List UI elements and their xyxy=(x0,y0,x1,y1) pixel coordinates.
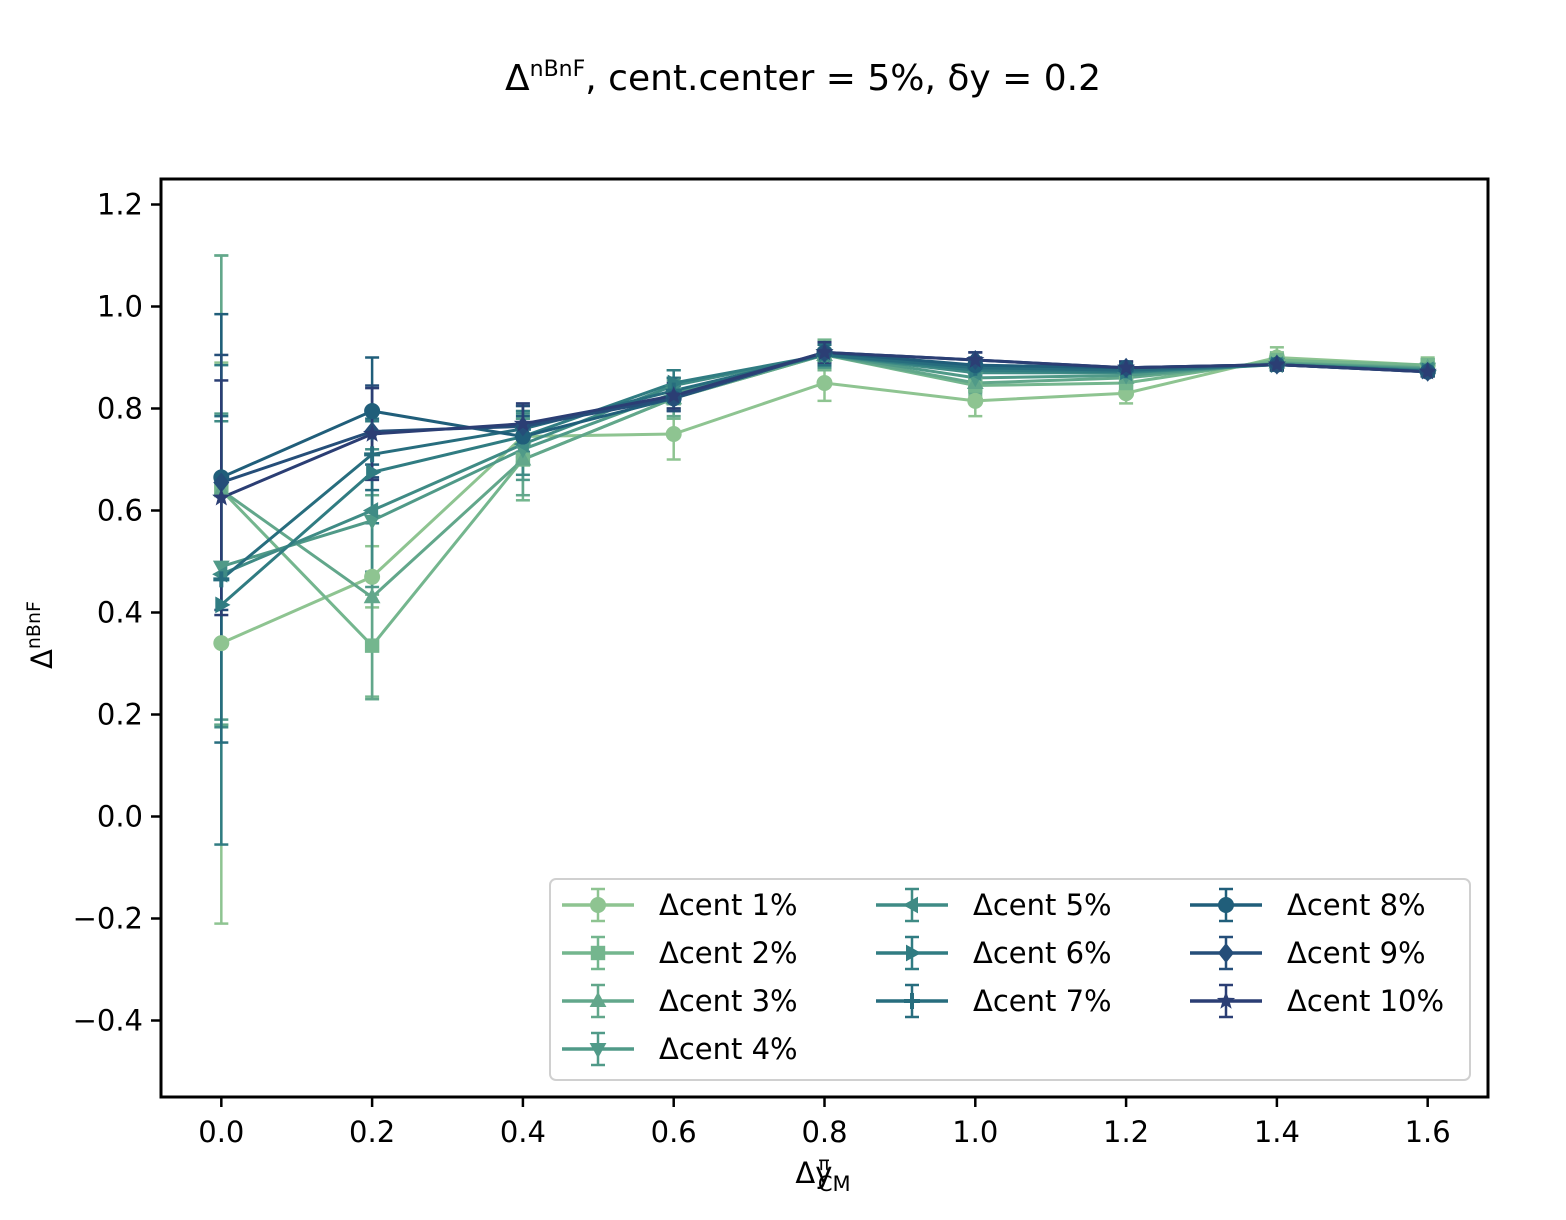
x-tick-label: 0.8 xyxy=(801,1115,847,1149)
data-point-marker xyxy=(213,635,230,652)
y-axis-label: ΔnBnF xyxy=(23,601,59,669)
y-tick-label: 0.8 xyxy=(97,392,143,426)
x-axis-label-subscript: CM xyxy=(818,1172,851,1196)
x-axis: 0.0 0.2 0.4 0.6 0.8 1.0 1.2 1.4 1.6 xyxy=(198,1097,1451,1149)
legend: Δcent 1% Δcent 2% Δcent 3% Δcent 4% Δcent 5%… xyxy=(549,878,1471,1081)
y-tick-label: 1.0 xyxy=(97,290,143,324)
data-point-marker xyxy=(364,568,381,585)
x-tick-label: 1.4 xyxy=(1254,1115,1300,1149)
legend-marker xyxy=(902,896,918,914)
y-axis: −0.4 −0.2 0.0 0.2 0.4 0.6 0.8 1.0 1.2 xyxy=(73,188,161,1038)
data-point-marker xyxy=(816,375,833,391)
data-point-marker xyxy=(513,414,533,432)
legend-entry: Δcent 4% xyxy=(562,1031,798,1067)
data-point-marker xyxy=(665,426,682,442)
legend-label: Δcent 8% xyxy=(1287,888,1426,922)
legend-label: Δcent 3% xyxy=(659,984,798,1018)
x-tick-label: 0.0 xyxy=(198,1115,244,1149)
markers-layer xyxy=(212,342,1437,653)
legend-entry: Δcent 10% xyxy=(1190,983,1444,1019)
legend-entry: Δcent 1% xyxy=(562,887,798,923)
data-point-marker xyxy=(362,502,379,519)
legend-marker xyxy=(589,991,607,1007)
y-tick-label: 1.2 xyxy=(97,188,143,222)
y-tick-label: 0.6 xyxy=(97,494,143,528)
title-rest: , cent.center = 5%, δy = 0.2 xyxy=(585,58,1101,99)
legend-entry: Δcent 6% xyxy=(876,935,1112,971)
x-axis-label-superscript: π xyxy=(818,1153,829,1175)
data-point-marker xyxy=(364,446,381,463)
y-tick-label: −0.4 xyxy=(73,1004,143,1038)
data-point-marker xyxy=(1267,355,1287,373)
legend-label: Δcent 1% xyxy=(659,888,798,922)
legend-label: Δcent 10% xyxy=(1287,984,1444,1018)
legend-label: Δcent 2% xyxy=(659,936,798,970)
data-point-marker xyxy=(364,403,381,420)
x-tick-label: 0.6 xyxy=(651,1115,697,1149)
legend-marker xyxy=(590,897,606,913)
data-point-marker xyxy=(366,463,382,481)
data-point-marker xyxy=(514,428,531,445)
y-tick-label: 0.2 xyxy=(97,698,143,732)
legend-marker xyxy=(1216,991,1236,1009)
legend-label: Δcent 6% xyxy=(973,936,1112,970)
data-point-marker xyxy=(1116,358,1136,376)
legend-entry: Δcent 2% xyxy=(562,935,798,971)
y-tick-label: 0.0 xyxy=(97,800,143,834)
y-axis-label-superscript: nBnF xyxy=(23,601,45,649)
data-point-marker xyxy=(664,386,683,404)
title-prefix: Δ xyxy=(505,58,530,99)
legend-entry: Δcent 9% xyxy=(1190,935,1426,971)
legend-entries: Δcent 1% Δcent 2% Δcent 3% Δcent 4% Δcent 5%… xyxy=(562,887,1444,1067)
x-tick-label: 0.2 xyxy=(349,1115,395,1149)
legend-entry: Δcent 8% xyxy=(1190,887,1426,923)
x-tick-label: 1.2 xyxy=(1103,1115,1149,1149)
data-point-marker xyxy=(815,342,834,361)
x-axis-label-main: Δy xyxy=(795,1156,832,1190)
legend-marker xyxy=(590,945,606,961)
x-tick-label: 1.6 xyxy=(1405,1115,1451,1149)
x-axis-label: Δyπ CM xyxy=(795,1153,850,1196)
data-point-marker xyxy=(363,514,381,530)
chart-title: ΔnBnF, cent.center = 5%, δy = 0.2 xyxy=(505,57,1101,99)
y-tick-label: 0.4 xyxy=(97,596,143,630)
legend-marker xyxy=(1218,897,1234,913)
data-point-marker xyxy=(215,596,231,614)
data-point-marker xyxy=(213,571,230,588)
legend-label: Δcent 4% xyxy=(659,1032,798,1066)
x-tick-label: 1.0 xyxy=(952,1115,998,1149)
legend-marker xyxy=(1218,943,1234,963)
data-point-marker xyxy=(363,588,381,604)
legend-label: Δcent 9% xyxy=(1287,936,1426,970)
data-point-marker xyxy=(212,488,231,506)
title-superscript: nBnF xyxy=(530,57,586,82)
y-tick-label: −0.2 xyxy=(73,902,143,936)
data-point-marker xyxy=(212,560,230,576)
data-point-marker xyxy=(213,472,230,493)
legend-entry: Δcent 3% xyxy=(562,983,798,1019)
y-axis-label-main: Δ xyxy=(25,649,59,669)
data-point-marker xyxy=(364,638,380,653)
legend-label: Δcent 7% xyxy=(973,984,1112,1018)
data-point-marker xyxy=(967,392,984,409)
legend-marker xyxy=(589,1043,607,1059)
x-tick-label: 0.4 xyxy=(500,1115,546,1149)
legend-label: Δcent 5% xyxy=(973,888,1112,922)
data-point-marker xyxy=(362,424,382,442)
legend-marker xyxy=(906,944,922,962)
legend-box xyxy=(549,878,1471,1081)
legend-marker xyxy=(904,993,920,1009)
data-point-marker xyxy=(966,350,985,368)
legend-entry: Δcent 5% xyxy=(876,887,1112,923)
legend-entry: Δcent 7% xyxy=(876,983,1112,1019)
data-point-marker xyxy=(1418,362,1437,380)
